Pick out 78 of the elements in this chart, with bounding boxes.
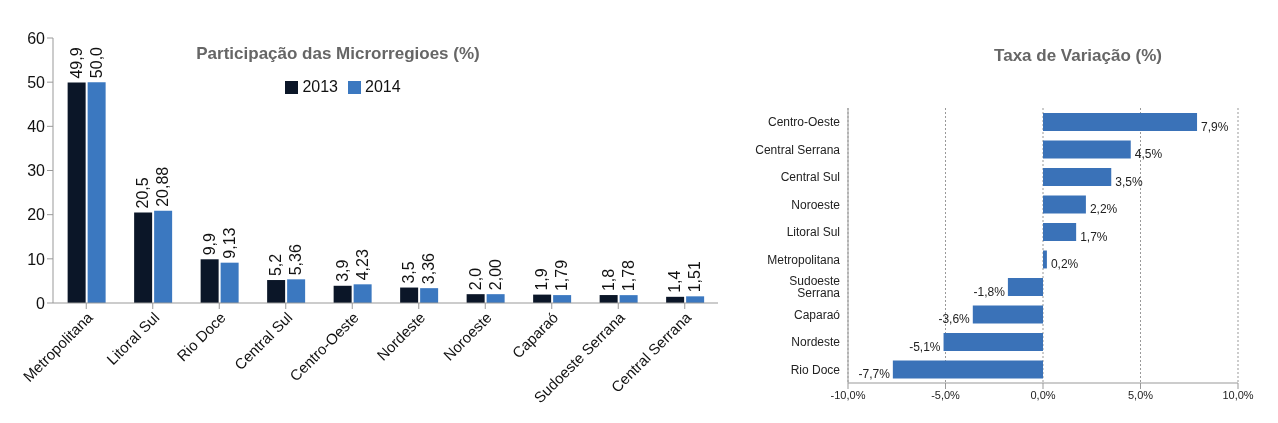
bar [972, 305, 1043, 324]
bar [686, 296, 705, 303]
data-label: 5,36 [287, 244, 305, 276]
bar [466, 294, 485, 303]
data-label: 9,13 [220, 227, 238, 259]
bar [134, 212, 153, 303]
chart-title: Participação das Microrregioes (%) [195, 44, 481, 64]
data-label: 2,2% [1089, 202, 1118, 217]
bar [1043, 167, 1112, 186]
legend-label: 2013 [302, 78, 338, 95]
data-label: 1,51 [686, 261, 704, 293]
bar [1007, 277, 1043, 296]
bar [892, 360, 1043, 379]
data-label: -5,1% [909, 339, 941, 354]
bar [400, 287, 419, 303]
data-label: 3,5 [400, 261, 418, 284]
data-label: 4,23 [353, 249, 371, 281]
data-label: 7,9% [1201, 119, 1229, 134]
data-label: 3,36 [420, 252, 438, 285]
bar [420, 288, 439, 303]
x-tick-label: 5,0% [1127, 388, 1154, 401]
y-tick-label: 40 [27, 118, 46, 136]
data-label: 5,2 [267, 253, 285, 277]
bar [287, 279, 306, 303]
data-label: 3,9 [333, 259, 351, 282]
data-label: -7,7% [858, 367, 891, 382]
y-tick-label: 30 [27, 162, 46, 180]
data-label: 2,00 [486, 258, 504, 291]
data-label: 20,88 [154, 166, 172, 207]
bar [1043, 222, 1077, 241]
y-tick-label: Central Sul [780, 170, 840, 185]
data-label: 0,2% [1050, 257, 1079, 272]
legend-label: 2014 [365, 78, 401, 95]
data-label: 1,78 [619, 259, 637, 292]
y-tick-label: Metropolitana [767, 252, 841, 267]
bar [154, 210, 173, 303]
data-label: 1,79 [553, 259, 571, 292]
y-tick-label: 50 [27, 73, 46, 91]
y-tick-label: Litoral Sul [786, 225, 840, 240]
data-label: 2,0 [466, 267, 484, 291]
bar [1043, 250, 1047, 269]
bar [486, 294, 505, 303]
bar [1043, 195, 1086, 214]
data-label: 1,4 [666, 270, 684, 293]
data-label: 4,5% [1134, 147, 1163, 162]
bar [1043, 140, 1131, 159]
data-label: 50,0 [87, 46, 105, 79]
y-tick-label: 10 [27, 250, 46, 268]
data-label: 3,5% [1115, 174, 1143, 189]
data-label: 1,8 [599, 268, 617, 292]
y-tick-label: Centro-Oeste [767, 115, 841, 130]
data-label: -3,6% [938, 312, 971, 327]
data-label: 1,9 [533, 268, 551, 291]
bar [1043, 112, 1198, 131]
bar [67, 82, 86, 303]
y-tick-label: Noroeste [791, 197, 841, 212]
bar [267, 280, 286, 303]
x-tick-label: 10,0% [1222, 388, 1254, 401]
bar [943, 332, 1043, 351]
y-tick-label: Central Serrana [755, 142, 841, 157]
data-label: -1,8% [973, 284, 1006, 299]
data-label: 49,9 [67, 47, 85, 79]
bar [353, 284, 372, 303]
x-tick-label: -5,0% [931, 388, 961, 401]
bar [220, 262, 239, 303]
bar [200, 259, 219, 303]
data-label: 9,9 [200, 232, 218, 256]
bar [87, 82, 106, 303]
y-tick-label: 20 [27, 206, 46, 224]
x-tick-label: 0,0% [1030, 388, 1056, 401]
data-label: 1,7% [1080, 229, 1108, 244]
bar [333, 285, 352, 303]
y-tick-label: 60 [27, 29, 46, 47]
x-tick-label: -10,0% [830, 388, 866, 401]
chart-title: Taxa de Variação (%) [993, 46, 1163, 66]
y-tick-label: Sudoeste Serrana [789, 274, 841, 301]
data-label: 20,5 [134, 177, 152, 209]
y-tick-label: 0 [36, 294, 46, 312]
